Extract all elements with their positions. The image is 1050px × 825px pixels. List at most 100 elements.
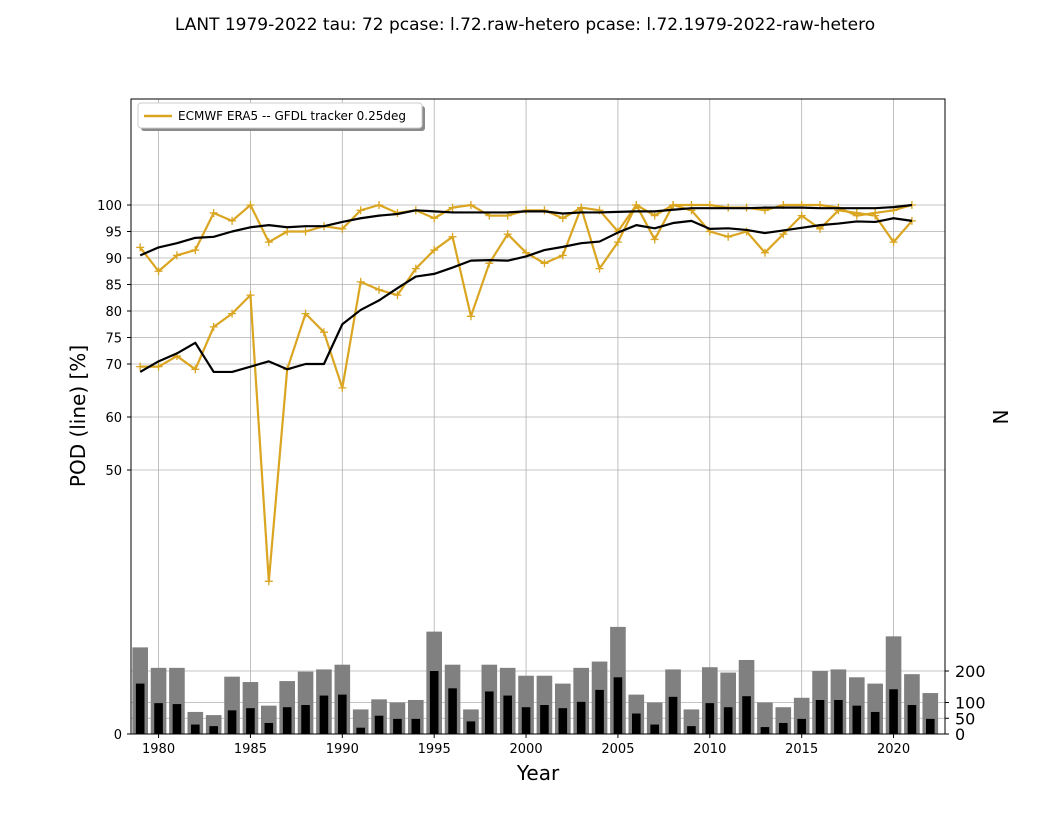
count-bar-sub — [650, 724, 659, 734]
pod-mean-line — [139, 203, 913, 257]
count-bar-sub — [705, 703, 715, 734]
pod-point-marker — [154, 267, 163, 276]
x-tick-label: 2020 — [877, 742, 910, 757]
count-bar-sub — [209, 726, 218, 734]
pod-point-marker — [448, 203, 457, 212]
count-bar-sub — [191, 724, 200, 734]
pod-point-marker — [411, 264, 420, 273]
pod-point-marker — [154, 362, 163, 371]
count-bar-sub — [779, 722, 788, 734]
pod-point-marker — [540, 259, 549, 268]
pod-point-marker — [228, 216, 237, 225]
legend-box — [137, 102, 423, 129]
pod-point-marker — [503, 230, 512, 239]
count-bar-sub — [246, 708, 255, 734]
x-tick-label: 2015 — [785, 742, 818, 757]
pod-point-marker — [246, 201, 255, 209]
axes: 1980 1985 1990 1995 2000 2005 2010 2015 20205060… — [97, 199, 985, 757]
count-bar-sub — [172, 704, 182, 734]
x-tick-label: 1980 — [142, 742, 175, 757]
count-bar-sub — [870, 711, 880, 734]
pod-point-marker — [209, 208, 218, 217]
count-bar-sub — [154, 703, 163, 734]
count-bar-sub — [613, 677, 623, 734]
y-tick-label: 80 — [105, 305, 122, 320]
pod-point-marker — [393, 291, 402, 300]
legend: ECMWF ERA5 -- GFDL tracker 0.25deg — [137, 102, 425, 131]
y-axis-label: POD (line) [%] — [66, 345, 90, 487]
count-bar-sub — [466, 721, 476, 734]
pod-point-marker — [338, 224, 347, 233]
count-bar-total — [757, 702, 773, 734]
pod-point-marker — [613, 238, 622, 247]
count-bar-sub — [815, 699, 825, 734]
pod-point-marker — [172, 251, 181, 260]
count-bar-sub — [742, 696, 751, 734]
pod-point-marker — [650, 211, 659, 220]
pod-point-marker — [595, 264, 604, 273]
n-tick-label: 50 — [955, 709, 975, 728]
pod-mean-line — [139, 217, 913, 374]
count-bar-sub — [668, 696, 678, 734]
y-tick-label: 70 — [105, 358, 122, 373]
pod-point-marker — [191, 246, 200, 255]
pod-point-marker — [466, 201, 475, 209]
n-tick-label: 0 — [955, 725, 965, 744]
pod-point-marker — [264, 238, 273, 247]
y-tick-label: 95 — [105, 226, 122, 241]
pod-point-marker — [724, 232, 733, 241]
y-tick-label: 100 — [97, 199, 122, 214]
pod-point-marker — [136, 362, 145, 371]
count-bar-sub — [319, 695, 329, 734]
count-bar-sub — [264, 722, 274, 734]
count-bar-sub — [558, 708, 568, 734]
x-tick-label: 2005 — [601, 742, 634, 757]
count-bar-sub — [834, 699, 843, 734]
pod-point-marker — [448, 232, 457, 241]
pod-point-marker — [283, 227, 292, 236]
x-tick-label: 1995 — [418, 742, 451, 757]
pod-point-marker — [264, 577, 273, 586]
pod-point-marker — [852, 208, 861, 217]
count-bar-sub — [485, 691, 494, 734]
count-bar-sub — [135, 683, 145, 734]
pod-point-marker — [301, 309, 310, 318]
y-tick-label: 60 — [105, 411, 122, 426]
pod-point-marker — [558, 214, 567, 223]
y-tick-label: 85 — [105, 279, 122, 294]
pod-point-marker — [136, 243, 145, 252]
pod-point-marker — [558, 251, 567, 260]
count-bar-sub — [852, 705, 862, 734]
pod-point-marker — [228, 309, 237, 318]
pod-point-marker — [871, 211, 880, 220]
x-tick-label: 2000 — [510, 742, 543, 757]
pod-point-marker — [430, 214, 439, 223]
count-bar-sub — [632, 713, 641, 734]
legend-entry: ECMWF ERA5 -- GFDL tracker 0.25deg — [178, 109, 406, 123]
count-bar-sub — [338, 694, 347, 734]
y-tick-label: 75 — [105, 332, 122, 347]
pod-point-marker — [430, 246, 439, 255]
pod-point-marker — [375, 201, 384, 209]
y2-axis-label: N — [989, 410, 1013, 425]
count-bar-sub — [687, 726, 696, 734]
pod-point-marker — [191, 365, 200, 374]
count-bar-sub — [540, 705, 549, 734]
pod-point-marker — [356, 206, 365, 215]
count-bar-sub — [356, 727, 365, 734]
count-bar-sub — [521, 707, 531, 734]
x-tick-label: 2010 — [693, 742, 726, 757]
pod-point-marker — [632, 201, 641, 209]
chart-title: LANT 1979-2022 tau: 72 pcase: l.72.raw-h… — [175, 15, 875, 35]
n-tick-label: 100 — [955, 694, 986, 713]
count-bar-sub — [797, 718, 806, 734]
count-bars — [132, 626, 939, 734]
count-bar-sub — [723, 707, 733, 734]
pod-lines — [136, 201, 916, 586]
pod-point-marker — [375, 285, 384, 294]
y-tick-label: 50 — [105, 464, 122, 479]
y-tick-label: 90 — [105, 252, 122, 267]
count-bar-sub — [576, 701, 586, 734]
pod-point-marker — [209, 322, 218, 331]
